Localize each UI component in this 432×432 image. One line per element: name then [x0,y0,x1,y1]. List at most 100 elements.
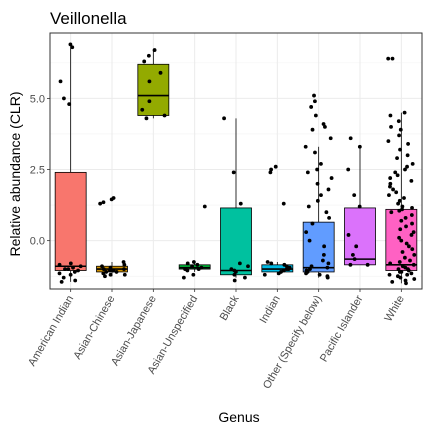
data-point [410,221,414,226]
data-point [246,264,250,269]
data-point [72,270,77,274]
data-point [391,187,395,192]
data-point [268,170,273,175]
chart-title: Veillonella [50,9,127,28]
data-point [410,206,414,210]
data-point [409,233,414,237]
data-point [315,198,320,203]
data-point [303,144,308,149]
data-point [147,99,152,104]
data-point [313,99,317,104]
data-point [101,200,106,205]
data-point [393,170,398,175]
data-point [395,156,399,161]
box [344,207,376,266]
data-point [78,264,83,269]
data-point [348,136,353,141]
data-point [348,262,353,267]
data-point [68,272,73,277]
data-point [229,267,234,271]
data-point [325,265,330,270]
data-point [66,267,71,271]
data-point [307,238,312,243]
data-point [395,173,400,178]
data-point [199,265,204,270]
y-tick-label: 0.0 [30,236,45,248]
data-point [281,201,286,206]
data-point [231,170,236,175]
data-point [399,218,404,223]
data-point [346,167,351,172]
data-point [57,262,62,267]
data-point [284,264,289,269]
data-point [232,272,237,277]
data-point [103,274,107,279]
data-point [400,204,405,209]
data-point [237,261,242,266]
box [220,207,252,276]
data-point [398,127,403,132]
data-point [140,107,145,112]
data-point [388,176,393,180]
data-point [407,244,411,249]
data-point [304,230,309,235]
x-axis-title: Genus [218,409,259,425]
data-point [397,270,402,274]
x-tick-label: Asian-Chinese [71,294,117,362]
data-point [68,261,73,266]
data-point [309,105,314,109]
data-point [276,271,281,276]
data-point [185,261,190,266]
data-point [388,184,392,189]
data-point [398,227,403,232]
data-point [108,272,113,277]
data-point [107,268,112,273]
data-point [306,204,311,209]
data-point [406,268,411,273]
data-point [222,116,226,121]
data-point [409,271,414,276]
data-point [109,197,114,202]
data-point [269,167,274,172]
data-point [400,250,405,254]
y-tick-label: 5.0 [30,93,45,105]
data-point [388,113,393,118]
data-point [313,150,317,155]
data-point [411,262,416,267]
data-point [396,201,400,206]
data-point [412,277,417,281]
x-tick-label: Black [218,293,242,323]
data-point [321,252,326,257]
data-point [327,215,332,220]
data-point [365,262,370,267]
plot-area: 0.0 2.5 5.0 American IndianAsian-ChineseAsi… [26,32,423,391]
data-point [146,53,151,58]
data-point [388,181,393,186]
data-point [305,170,310,175]
data-point [98,201,103,206]
x-tick-label: Indian [258,294,283,326]
data-point [399,238,404,243]
data-point [185,268,190,273]
data-point [388,261,393,266]
data-point [354,244,359,249]
data-point [114,270,119,274]
data-point [389,210,394,215]
data-point [326,261,331,266]
data-point [273,164,278,169]
x-tick-label: Pacific Islander [318,293,366,364]
data-point [386,56,391,61]
data-point [400,207,404,212]
data-point [304,271,308,276]
data-point [410,161,415,166]
data-point [315,181,320,186]
data-point [403,215,408,220]
data-point [323,124,327,129]
data-point [405,153,410,158]
data-point [122,272,127,277]
data-point [405,272,410,277]
data-point [398,147,402,152]
data-point [57,271,62,276]
data-point [73,278,78,283]
